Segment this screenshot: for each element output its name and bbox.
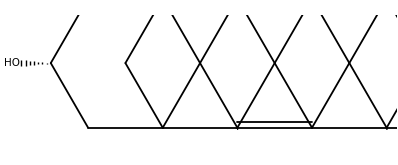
Polygon shape (384, 128, 397, 162)
Polygon shape (235, 128, 248, 162)
Text: HO: HO (4, 58, 20, 68)
